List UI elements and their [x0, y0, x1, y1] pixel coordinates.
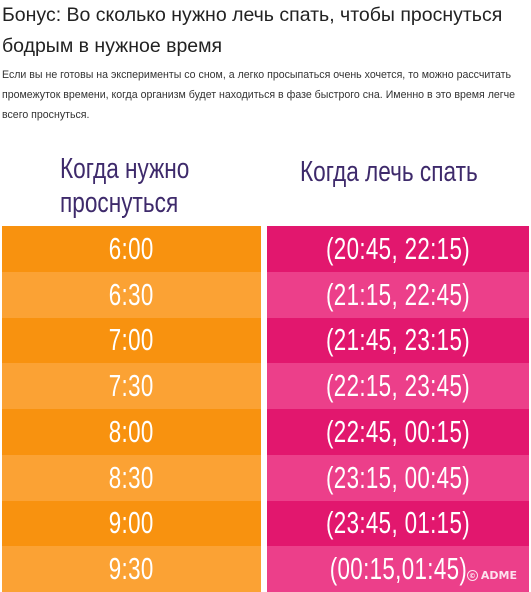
sleep-time-column: (20:45, 22:15) (21:15, 22:45) (21:45, 23… — [267, 226, 529, 592]
wake-time-value: 7:30 — [109, 368, 154, 404]
intro-paragraph: Если вы не готовы на эксперименты со сно… — [2, 69, 516, 121]
wake-time-value: 6:00 — [109, 230, 154, 266]
wake-time-value: 7:00 — [109, 322, 154, 358]
sleep-time-value: (23:45, 01:15) — [325, 505, 471, 541]
sleep-time-value: (22:45, 00:15) — [325, 413, 471, 449]
sleep-time-value: (22:15, 23:45) — [325, 368, 471, 404]
wake-time-cell: 7:30 — [2, 363, 261, 409]
wake-time-cell: 6:30 — [2, 271, 261, 318]
copyright-icon: © — [466, 570, 478, 581]
sleep-schedule-table: 6:00 6:30 7:00 7:30 8:00 8:30 9:00 9:30 … — [0, 226, 531, 592]
wake-column-header: Когда нужно проснуться — [60, 152, 216, 220]
wake-time-cell: 8:30 — [2, 454, 261, 501]
wake-time-cell: 9:00 — [2, 500, 261, 547]
wake-time-value: 8:00 — [109, 413, 154, 449]
wake-time-cell: 8:00 — [2, 409, 261, 455]
watermark-text: ADME — [480, 569, 517, 582]
sleep-time-cell: (21:15, 22:45) — [267, 271, 529, 318]
sleep-time-value: (20:45, 22:15) — [325, 230, 471, 266]
sleep-time-value: (23:15, 00:45) — [325, 459, 471, 495]
sleep-time-cell: (21:45, 23:15) — [267, 317, 529, 364]
sleep-time-cell: (00:15,01:45) — [267, 546, 529, 592]
sleep-time-cell: (22:15, 23:45) — [267, 363, 529, 409]
sleep-time-cell: (23:15, 00:45) — [267, 454, 529, 501]
sleep-time-value: (00:15,01:45) — [329, 551, 467, 587]
sleep-time-cell: (22:45, 00:15) — [267, 409, 529, 455]
wake-time-value: 9:00 — [109, 505, 154, 541]
wake-time-value: 9:30 — [109, 551, 154, 587]
adme-watermark: © ADME — [466, 569, 517, 582]
sleep-time-cell: (23:45, 01:15) — [267, 500, 529, 547]
wake-time-column: 6:00 6:30 7:00 7:30 8:00 8:30 9:00 9:30 — [2, 226, 261, 592]
sleep-time-value: (21:45, 23:15) — [325, 322, 471, 358]
sleep-time-cell: (20:45, 22:15) — [267, 226, 529, 272]
wake-time-cell: 6:00 — [2, 226, 261, 272]
wake-column-header-text: Когда нужно проснуться — [60, 153, 190, 219]
wake-time-value: 6:30 — [109, 276, 154, 312]
wake-time-value: 8:30 — [109, 459, 154, 495]
article-title: Бонус: Во сколько нужно лечь спать, чтоб… — [2, 4, 503, 57]
wake-time-cell: 7:00 — [2, 317, 261, 364]
sleep-column-header: Когда лечь спать — [300, 156, 478, 188]
wake-time-cell: 9:30 — [2, 546, 261, 592]
sleep-time-value: (21:15, 22:45) — [325, 276, 471, 312]
